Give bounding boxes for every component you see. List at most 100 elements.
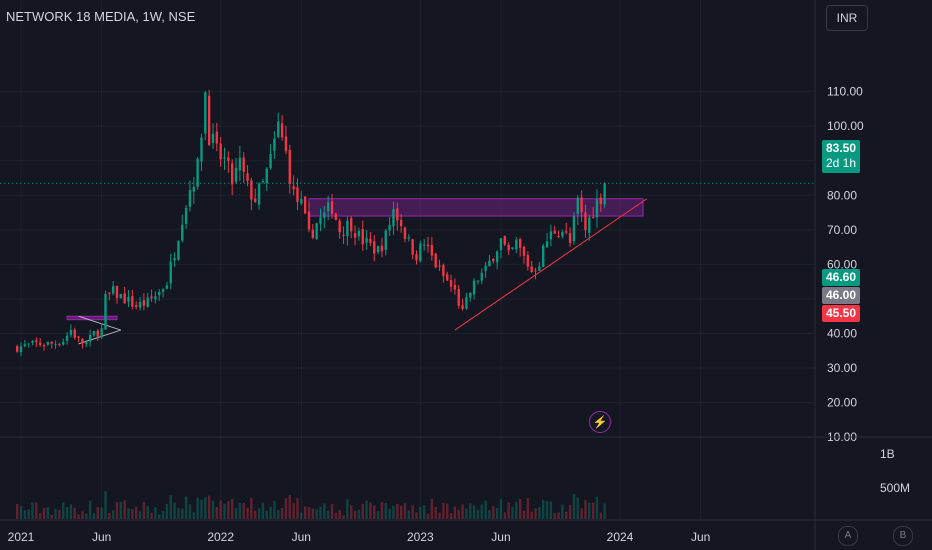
volume-bar (231, 499, 233, 519)
candle-body (258, 184, 260, 205)
candle-body (523, 247, 525, 256)
volume-bar (339, 510, 341, 519)
candle (147, 293, 149, 308)
volume-bar (235, 508, 237, 519)
candle-body (354, 233, 356, 238)
volume-bar (154, 507, 156, 519)
volume-bar (273, 501, 275, 519)
volume-bar (385, 503, 387, 519)
candle (262, 179, 264, 184)
candle-body (47, 342, 49, 345)
candle-body (173, 258, 175, 260)
volume-bar (208, 496, 210, 519)
candle-body (177, 241, 179, 260)
volume-bar (523, 511, 525, 519)
volume-bar (39, 513, 41, 519)
volume-axis-label-1b: 1B (880, 447, 895, 461)
candle-body (154, 296, 156, 299)
candle-body (97, 331, 99, 337)
candle (285, 126, 287, 155)
volume-bar (519, 499, 521, 519)
candle-body (427, 245, 429, 246)
candle-body (204, 92, 206, 133)
candle-body (235, 168, 237, 182)
candle-body (292, 186, 294, 189)
candle (369, 232, 371, 246)
candle (269, 144, 271, 170)
volume-bar (323, 503, 325, 519)
volume-bar (473, 505, 475, 519)
candle-body (227, 158, 229, 161)
auto-scale-button[interactable]: A (838, 526, 858, 546)
volume-bar (527, 498, 529, 519)
candle-body (404, 228, 406, 239)
candle-body (331, 201, 333, 214)
volume-bar (550, 501, 552, 519)
candle (561, 230, 563, 239)
candle (120, 294, 122, 299)
y-tick-label: 30.00 (827, 361, 857, 375)
candle-body (51, 342, 53, 344)
candle-body (39, 343, 41, 345)
volume-bar (442, 503, 444, 519)
candle (127, 290, 129, 307)
currency-button[interactable]: INR (826, 5, 868, 31)
candle-body (300, 199, 302, 204)
candle-body (277, 121, 279, 137)
candle-body (461, 305, 463, 309)
candle-body (147, 297, 149, 306)
candle-body (484, 266, 486, 271)
candle (431, 237, 433, 261)
volume-bar (31, 502, 33, 519)
candle-body (243, 158, 245, 172)
volume-bar (139, 511, 141, 519)
volume-bar (454, 506, 456, 519)
volume-bar (173, 503, 175, 519)
candle-body (392, 209, 394, 226)
volume-bar (143, 502, 145, 519)
volume-bar (415, 512, 417, 519)
candle (415, 250, 417, 264)
volume-bar (66, 507, 68, 519)
volume-bar (315, 509, 317, 519)
candle-body (77, 337, 79, 338)
candle-body (223, 157, 225, 158)
candle-body (373, 241, 375, 253)
candle-body (388, 225, 390, 231)
candle (507, 242, 509, 255)
candle-body (135, 305, 137, 307)
log-scale-button[interactable]: B (893, 526, 913, 546)
candle-body (150, 296, 152, 298)
volume-bar (204, 497, 206, 519)
candle-body (24, 344, 26, 346)
candle-body (492, 259, 494, 261)
price-tag-a: 46.60 (822, 269, 860, 286)
volume-bar (477, 510, 479, 519)
volume-bar (16, 504, 18, 519)
candle-body (365, 238, 367, 243)
candle-body (435, 253, 437, 267)
candle-body (54, 344, 56, 345)
volume-bar (319, 507, 321, 519)
candle (24, 340, 26, 347)
lightning-icon[interactable]: ⚡ (589, 411, 611, 433)
volume-bars (16, 491, 606, 519)
volume-bar (285, 498, 287, 519)
volume-bar (269, 506, 271, 519)
candle (423, 239, 425, 251)
volume-bar (542, 500, 544, 519)
candle-body (496, 252, 498, 263)
candle (231, 159, 233, 195)
candle-body (250, 180, 252, 199)
volume-bar (108, 513, 110, 519)
candle (477, 280, 479, 284)
volume-bar (573, 494, 575, 519)
candle-body (266, 169, 268, 183)
volume-bar (538, 507, 540, 519)
candle-body (308, 212, 310, 230)
volume-bar (312, 509, 314, 519)
candle-body (189, 190, 191, 207)
candle (492, 258, 494, 263)
volume-bar (358, 510, 360, 519)
